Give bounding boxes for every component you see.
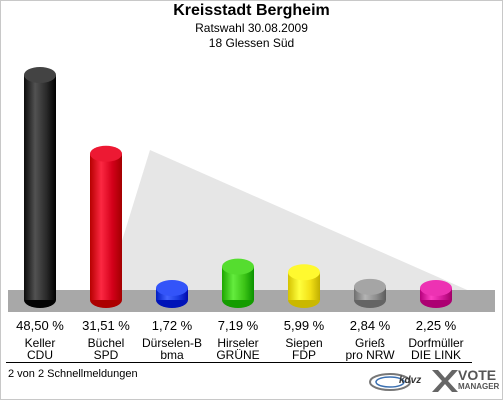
kdvz-logo-text: kdvz (399, 375, 422, 386)
party-label: GRÜNE (216, 349, 260, 361)
value-label: 7,19 % (217, 318, 259, 333)
candidate-label: Dürselen-B (141, 336, 203, 350)
value-label: 2,25 % (415, 318, 457, 333)
bar-die-link (420, 280, 452, 308)
bar-top (156, 280, 188, 296)
bar-fdp (288, 264, 320, 308)
bar-top (222, 258, 254, 275)
candidate-label: Hirseler (217, 336, 259, 350)
bar-bma (156, 280, 188, 308)
bar-pro-nrw (354, 278, 386, 308)
bar-top (288, 264, 320, 281)
manager-logo-text: MANAGER (458, 382, 500, 391)
election-subtitle: Ratswahl 30.08.2009 (195, 21, 308, 35)
party-label: CDU (27, 349, 53, 361)
report-status: 2 von 2 Schnellmeldungen (8, 368, 138, 380)
category-underline (6, 362, 472, 363)
vote-logo-text: VOTE (458, 367, 497, 383)
party-label: bma (160, 349, 184, 361)
value-label: 31,51 % (82, 318, 130, 333)
district-subtitle: 18 Glessen Süd (208, 36, 295, 50)
party-label: pro NRW (345, 349, 395, 361)
party-label: FDP (292, 349, 316, 361)
bar-group (24, 66, 452, 308)
chart-wall (100, 150, 490, 312)
value-label: 48,50 % (16, 318, 64, 333)
bar-top (354, 278, 386, 295)
party-label: DIE LINK (410, 349, 461, 361)
bar-top (420, 280, 452, 296)
candidate-label: Siepen (285, 336, 323, 350)
bar-body (90, 153, 122, 300)
bar-top (90, 145, 122, 162)
chart-title: Kreisstadt Bergheim (173, 2, 330, 19)
value-label: 1,72 % (151, 318, 193, 333)
candidate-label: Grieß (355, 336, 385, 350)
bar-gr-ne (222, 258, 254, 308)
candidate-label: Büchel (87, 336, 125, 350)
bar-cdu (24, 66, 56, 308)
bar-top (24, 66, 56, 83)
bar-body (24, 74, 56, 301)
vote-manager-logo-icon (432, 370, 458, 392)
value-label: 5,99 % (283, 318, 325, 333)
party-label: SPD (93, 349, 119, 361)
kdvz-logo-icon (369, 373, 411, 391)
candidate-label: Keller (24, 336, 56, 350)
candidate-label: Dorfmüller (408, 336, 464, 350)
value-label: 2,84 % (349, 318, 391, 333)
bar-spd (90, 145, 122, 308)
